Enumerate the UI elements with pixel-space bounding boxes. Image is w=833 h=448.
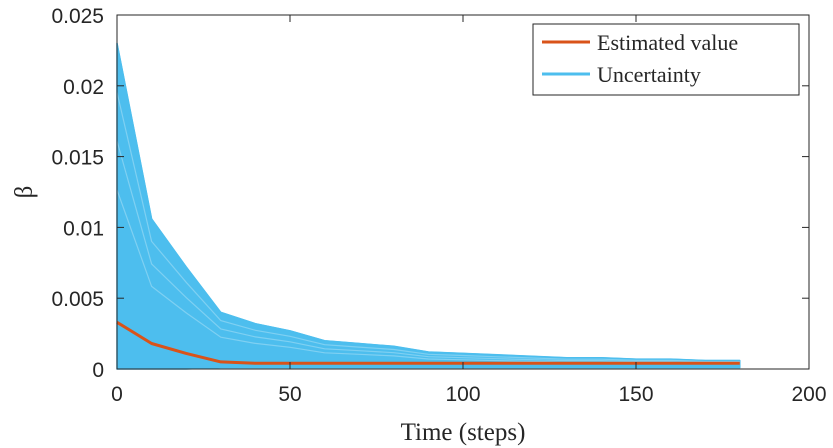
x-tick-label: 200 [791,383,826,406]
y-tick-label: 0 [92,359,104,382]
legend-label-estimated: Estimated value [597,30,738,55]
y-tick-label: 0.015 [51,147,104,170]
legend-label-uncertainty: Uncertainty [597,62,701,87]
y-tick-label: 0.005 [51,288,104,311]
uncertainty-trace [116,43,740,362]
x-tick-label: 150 [618,383,653,406]
x-tick-label: 0 [111,383,123,406]
y-tick-label: 0.025 [51,5,104,28]
y-tick-label: 0.01 [63,217,104,240]
uncertainty-trace [116,140,740,364]
x-tick-labels: 0 50 100 150 200 [111,383,826,406]
x-tick-label: 50 [278,383,301,406]
y-tick-labels: 0 0.005 0.01 0.015 0.02 0.025 [51,5,104,382]
tick-marks [116,14,810,370]
x-axis-title: Time (steps) [401,419,526,446]
y-tick-label: 0.02 [63,76,104,99]
legend-box [532,23,800,96]
uncertainty-trace [116,92,740,363]
x-tick-label: 100 [445,383,480,406]
y-axis-title: β [11,186,38,199]
legend: Estimated value Uncertainty [532,23,800,96]
uncertainty-band [116,42,741,370]
